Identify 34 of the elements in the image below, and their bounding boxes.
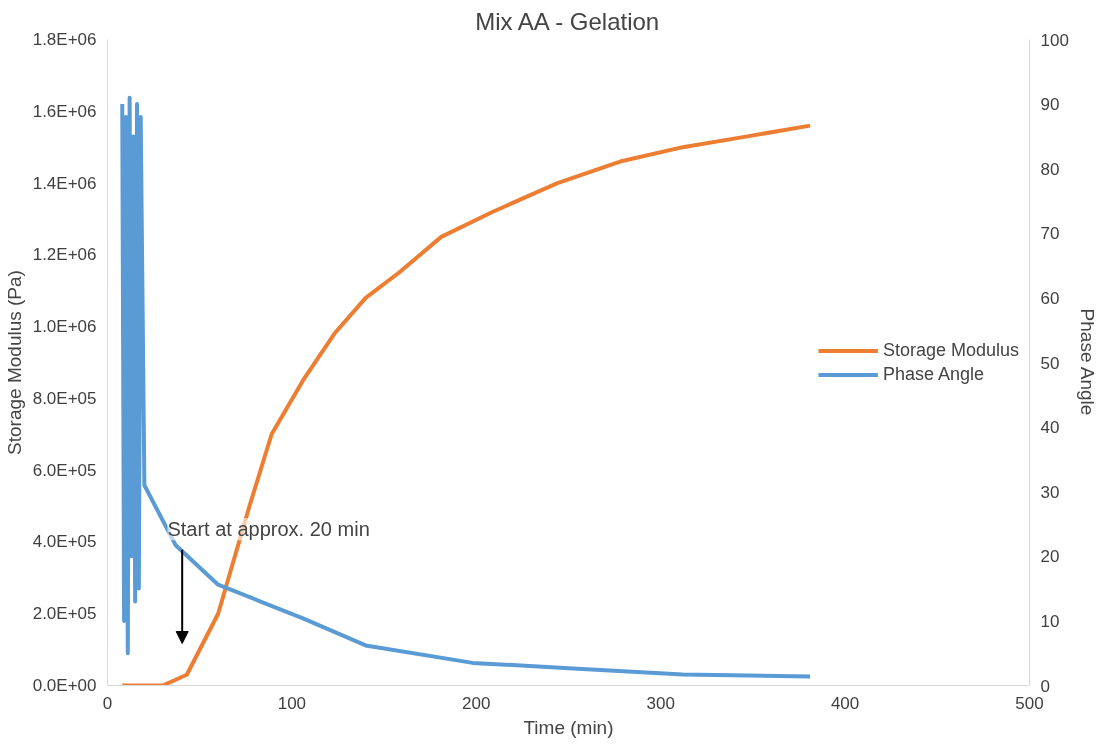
x-tick-label: 0 — [102, 693, 113, 713]
y2-tick-label: 100 — [1040, 30, 1069, 50]
y-tick-label: 1.8E+06 — [32, 30, 97, 49]
x-tick-label: 100 — [277, 693, 307, 713]
y2-tick-label: 80 — [1040, 159, 1060, 179]
y2-tick-label: 50 — [1040, 353, 1060, 373]
y-axis-title: Storage Modulus (Pa) — [3, 270, 25, 455]
annotation: Start at approx. 20 min — [167, 518, 370, 541]
x-tick-label: 500 — [1015, 693, 1044, 713]
y2-tick-label: 40 — [1040, 418, 1060, 438]
y-tick-label: 1.4E+06 — [32, 173, 97, 193]
legend-label: Phase Angle — [882, 363, 984, 385]
x-tick-label: 300 — [646, 693, 675, 713]
y-tick-label: 8.0E+05 — [32, 388, 97, 408]
y2-tick-label: 30 — [1040, 482, 1060, 502]
y2-tick-label: 0 — [1040, 676, 1050, 696]
y2-tick-label: 20 — [1040, 547, 1060, 567]
legend-label: Storage Modulus — [882, 339, 1019, 361]
y-tick-label: 1.6E+06 — [32, 101, 97, 121]
y-tick-label: 1.0E+06 — [32, 317, 97, 337]
y-tick-label: 1.2E+06 — [32, 245, 97, 265]
chart-title: Mix AA - Gelation — [475, 7, 660, 35]
x-axis-title: Time (min) — [523, 716, 614, 738]
y2-tick-label: 60 — [1040, 288, 1060, 308]
y2-tick-label: 70 — [1040, 224, 1060, 244]
x-tick-label: 200 — [462, 693, 491, 713]
y2-tick-label: 90 — [1040, 95, 1060, 115]
y2-tick-label: 10 — [1040, 611, 1060, 631]
y-tick-label: 2.0E+05 — [32, 604, 97, 624]
x-tick-label: 400 — [830, 693, 860, 713]
y-tick-label: 6.0E+05 — [32, 460, 97, 480]
y-tick-label: 0.0E+00 — [32, 676, 97, 695]
y-tick-label: 4.0E+05 — [32, 532, 97, 552]
y2-axis-title: Phase Angle — [1076, 308, 1098, 416]
